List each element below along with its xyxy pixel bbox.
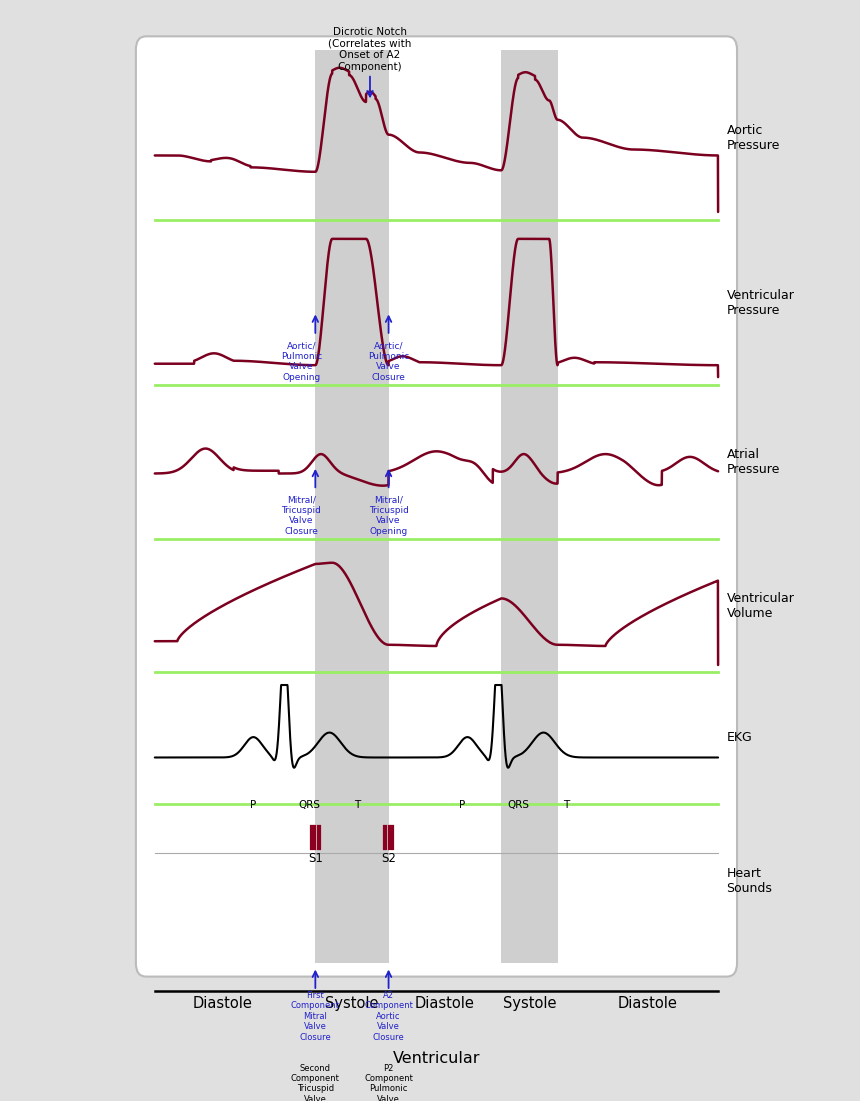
Text: P2
Component
Pulmonic
Valve
Closure: P2 Component Pulmonic Valve Closure (364, 1064, 413, 1101)
Text: P: P (250, 800, 256, 810)
Text: Aortic
Pressure: Aortic Pressure (727, 123, 780, 152)
Text: Atrial
Pressure: Atrial Pressure (727, 448, 780, 477)
Bar (316, 50, 389, 963)
Text: EKG: EKG (727, 731, 752, 744)
Text: Aortic/
Pulmonic
Valve
Closure: Aortic/ Pulmonic Valve Closure (368, 341, 409, 382)
Text: Systole: Systole (502, 996, 556, 1012)
Text: First
Component
Mitral
Valve
Closure: First Component Mitral Valve Closure (291, 991, 340, 1042)
Text: A2
Component
Aortic
Valve
Closure: A2 Component Aortic Valve Closure (364, 991, 413, 1042)
Text: P: P (458, 800, 465, 810)
Text: Diastole: Diastole (415, 996, 475, 1012)
Text: QRS: QRS (298, 800, 321, 810)
Text: T: T (354, 800, 360, 810)
Text: T: T (563, 800, 569, 810)
Text: Mitral/
Tricuspid
Valve
Closure: Mitral/ Tricuspid Valve Closure (281, 495, 321, 536)
Text: Ventricular: Ventricular (393, 1051, 480, 1067)
Text: Second
Component
Tricuspid
Valve
Closure: Second Component Tricuspid Valve Closure (291, 1064, 340, 1101)
Text: Diastole: Diastole (193, 996, 252, 1012)
Text: Heart
Sounds: Heart Sounds (727, 866, 772, 895)
FancyBboxPatch shape (136, 36, 737, 977)
Text: Systole: Systole (325, 996, 378, 1012)
Text: Diastole: Diastole (617, 996, 678, 1012)
Text: Aortic/
Pulmonic
Valve
Opening: Aortic/ Pulmonic Valve Opening (280, 341, 322, 382)
Text: Dicrotic Notch
(Correlates with
Onset of A2
Component): Dicrotic Notch (Correlates with Onset of… (329, 26, 412, 72)
Bar (501, 50, 557, 963)
Text: Ventricular
Pressure: Ventricular Pressure (727, 288, 795, 317)
Text: S2: S2 (381, 852, 396, 865)
Text: QRS: QRS (507, 800, 529, 810)
Text: S1: S1 (308, 852, 322, 865)
Text: Mitral/
Tricuspid
Valve
Opening: Mitral/ Tricuspid Valve Opening (369, 495, 408, 536)
Text: Ventricular
Volume: Ventricular Volume (727, 591, 795, 620)
